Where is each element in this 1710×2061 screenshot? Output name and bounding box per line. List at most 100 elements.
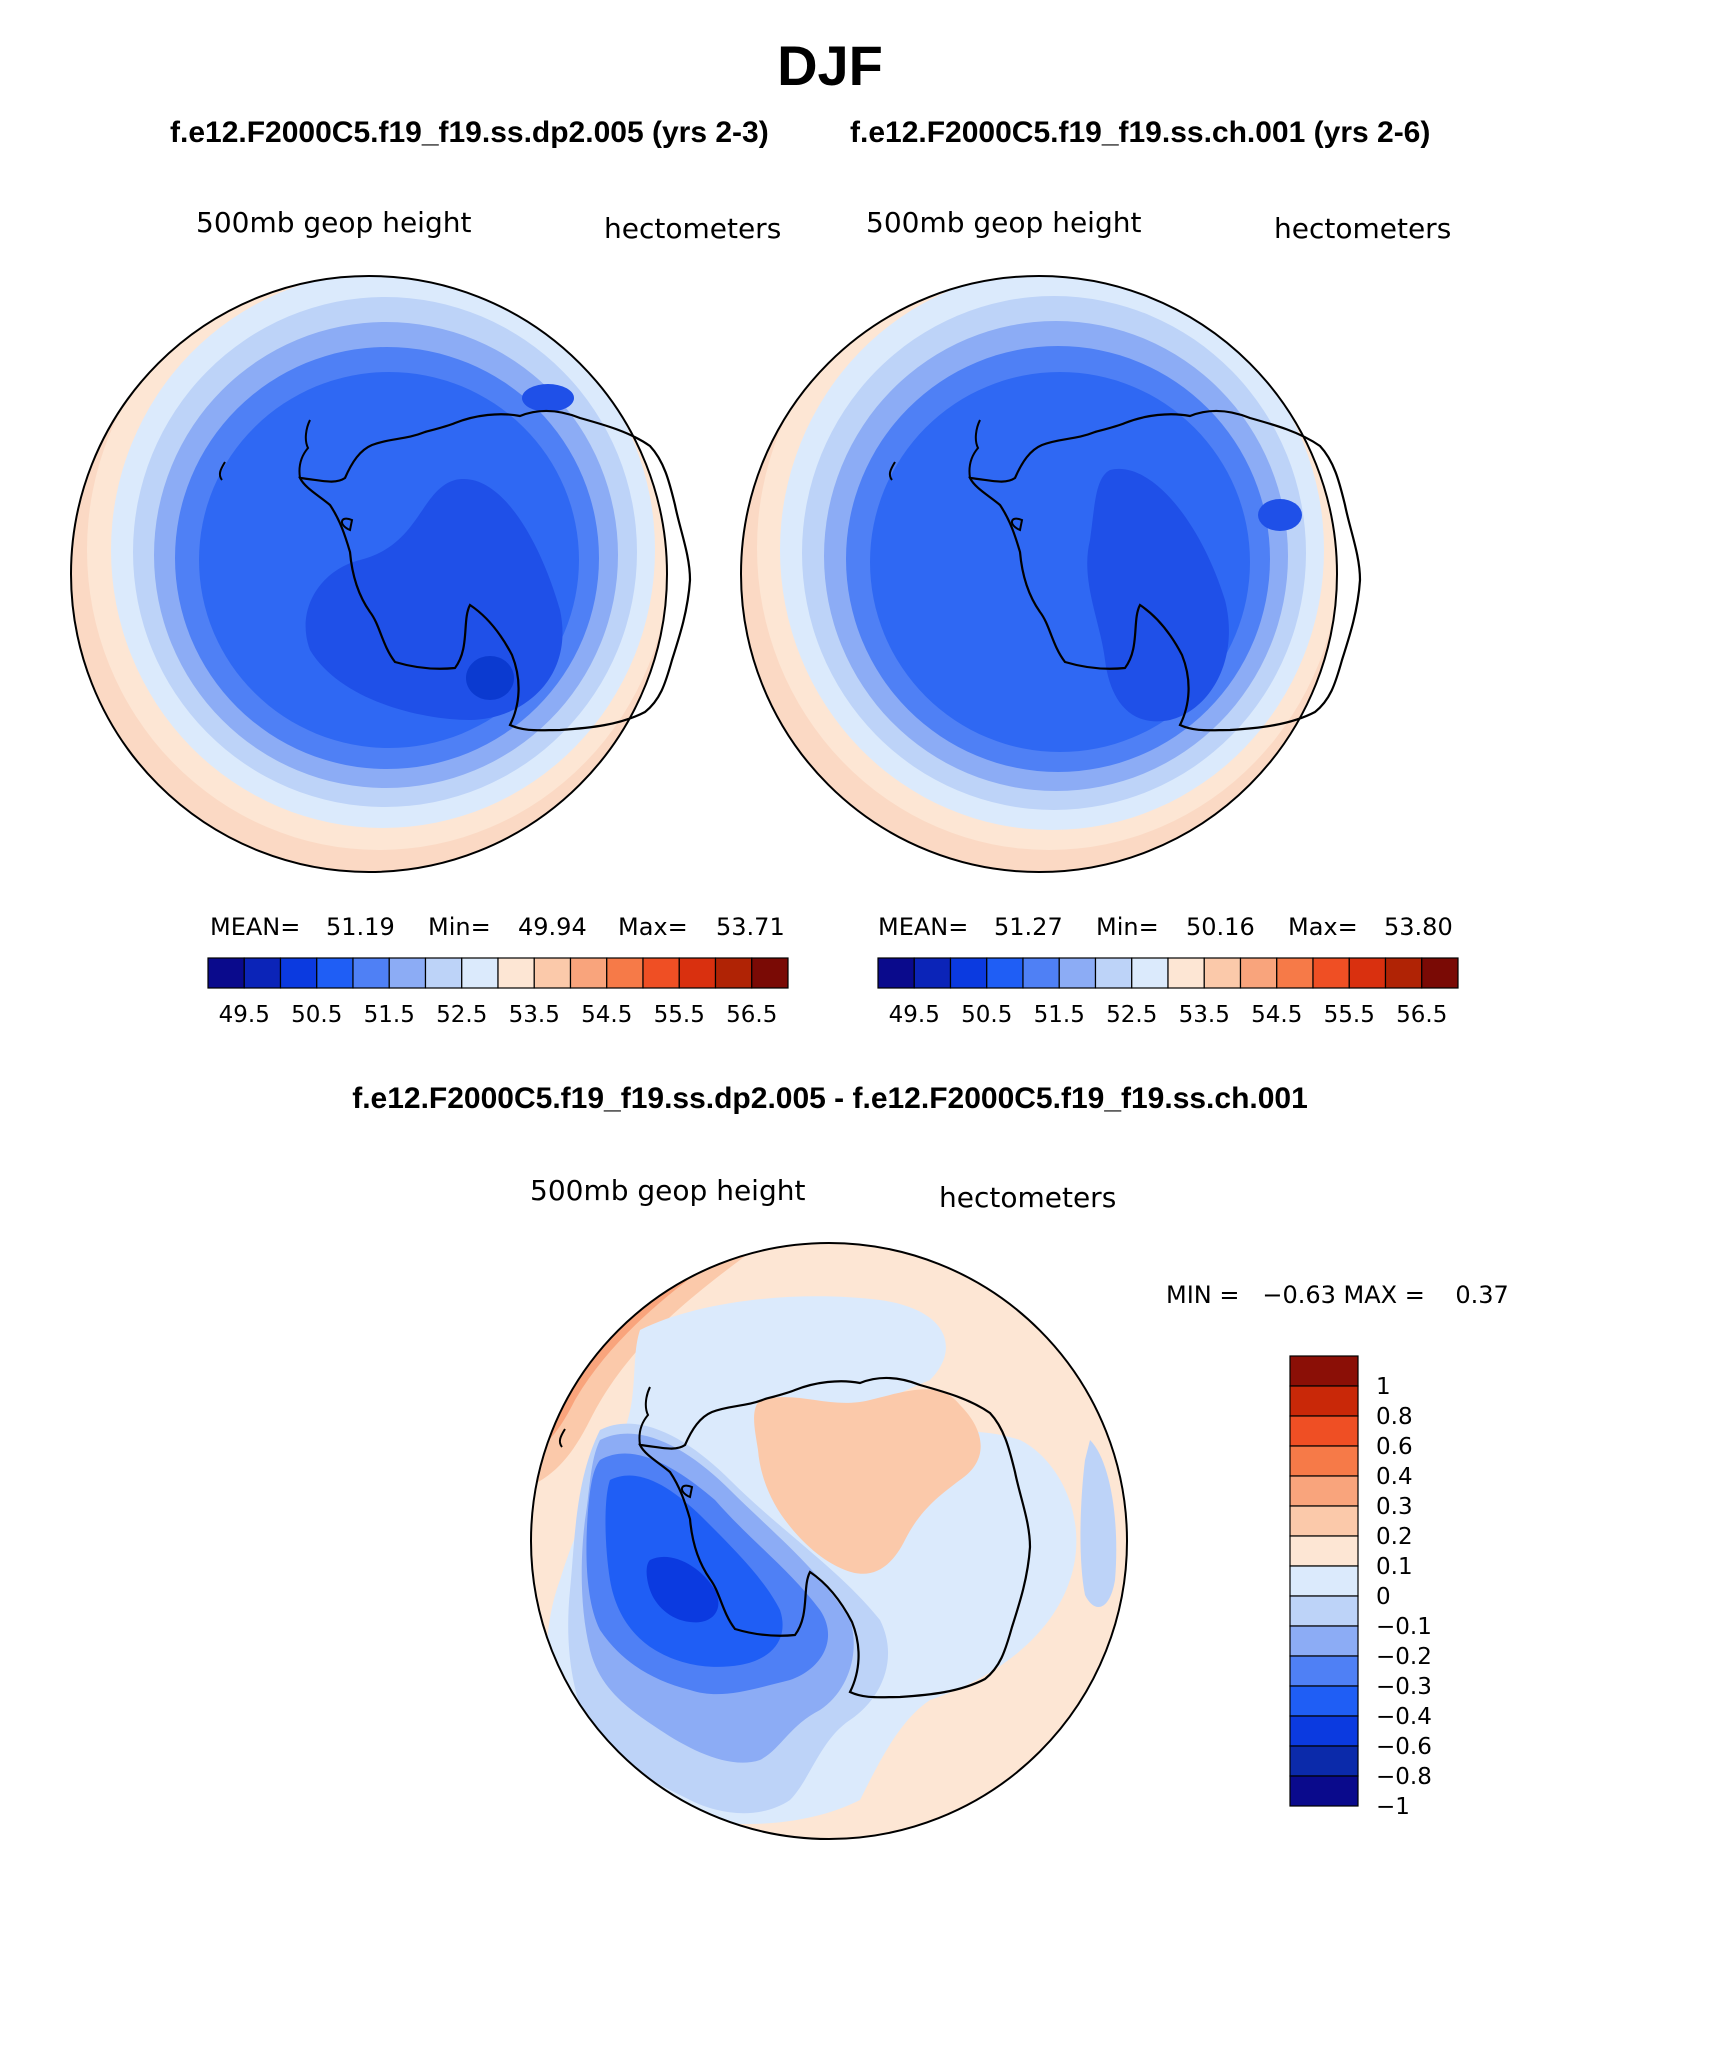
diff-colorbar-swatch	[1289, 1385, 1359, 1417]
diff-contour-pos-4	[754, 1389, 981, 1574]
right-colorbar-swatch	[986, 957, 1024, 989]
diff-contour-neg-6	[646, 1556, 719, 1623]
diff-colorbar-tick-label: −0.2	[1376, 1644, 1432, 1670]
left-colorbar-swatch	[751, 957, 789, 989]
left-colorbar-swatch	[279, 957, 318, 989]
right-colorbar-swatch	[1167, 957, 1205, 989]
diff-colorbar-tick-label: −0.6	[1376, 1734, 1432, 1760]
diff-colorbar	[1289, 1355, 1359, 1807]
right-colorbar-tick-label: 50.5	[961, 1002, 1012, 1028]
right-south-america-tip	[888, 461, 896, 481]
diff-colorbar-swatch	[1289, 1445, 1359, 1477]
diff-colorbar-swatch	[1289, 1505, 1359, 1537]
diff-colorbar-tick-label: −0.8	[1376, 1764, 1432, 1790]
diff-colorbar-swatch	[1289, 1595, 1359, 1627]
right-colorbar-swatch	[1094, 957, 1133, 989]
left-colorbar-ticks: 49.5 50.5 51.5 52.5 53.5 54.5 55.5 56.5	[219, 1002, 778, 1028]
left-colorbar-swatch	[207, 957, 245, 989]
right-colorbar-tick-label: 56.5	[1396, 1002, 1447, 1028]
diff-colorbar-swatch	[1289, 1745, 1359, 1777]
diff-colorbar-tick-label: −1	[1376, 1794, 1410, 1820]
left-south-america-tip	[218, 461, 226, 481]
right-colorbar	[877, 957, 1459, 989]
right-antarctica-coastline	[968, 409, 1362, 732]
left-colorbar-swatch	[461, 957, 499, 989]
season-title: DJF	[777, 34, 883, 97]
diff-colorbar-swatch	[1289, 1355, 1359, 1387]
right-colorbar-tick-label: 53.5	[1179, 1002, 1230, 1028]
left-colorbar-tick-label: 51.5	[364, 1002, 415, 1028]
left-case-title: f.e12.F2000C5.f19_f19.ss.dp2.005 (yrs 2-…	[170, 116, 769, 149]
right-colorbar-swatch	[1276, 957, 1314, 989]
diff-colorbar-swatch	[1289, 1775, 1359, 1807]
left-colorbar-tick-label: 54.5	[581, 1002, 632, 1028]
right-max-value: 53.80	[1384, 913, 1453, 941]
left-map-boundary	[70, 275, 668, 873]
diff-variable-label: 500mb geop height	[530, 1174, 805, 1207]
left-colorbar-swatch	[678, 957, 717, 989]
diff-units-label: hectometers	[939, 1181, 1116, 1214]
left-min-value: 49.94	[518, 913, 587, 941]
right-colorbar-swatch	[1348, 957, 1387, 989]
right-map-boundary	[740, 275, 1338, 873]
diff-colorbar-tick-label: 0.6	[1376, 1434, 1413, 1460]
left-colorbar-swatch	[352, 957, 390, 989]
right-variable-label: 500mb geop height	[866, 206, 1141, 239]
diff-south-america-tip	[558, 1428, 566, 1448]
left-units-label: hectometers	[604, 212, 781, 245]
diff-colorbar-tick-label: 0.8	[1376, 1404, 1413, 1430]
diff-colorbar-tick-label: 0.3	[1376, 1494, 1413, 1520]
right-colorbar-swatch	[1421, 957, 1459, 989]
right-colorbar-tick-label: 54.5	[1251, 1002, 1302, 1028]
left-colorbar-swatch	[243, 957, 282, 989]
difference-panel: 500mb geop height hectometers MIN = −0.6…	[530, 1174, 1509, 1840]
diff-peninsula	[638, 1386, 694, 1499]
left-colorbar-swatch	[497, 957, 535, 989]
diff-colorbar-tick-label: 0.4	[1376, 1464, 1413, 1490]
right-colorbar-tick-label: 52.5	[1106, 1002, 1157, 1028]
left-peninsula	[298, 419, 354, 532]
diff-colorbar-tick-label: −0.1	[1376, 1614, 1432, 1640]
right-colorbar-swatch	[1058, 957, 1097, 989]
right-colorbar-tick-label: 51.5	[1034, 1002, 1085, 1028]
left-colorbar-swatch	[316, 957, 354, 989]
right-colorbar-swatch	[913, 957, 952, 989]
left-colorbar-swatch	[388, 957, 427, 989]
diff-minmax-label: MIN = −0.63 MAX = 0.37	[1166, 1281, 1509, 1309]
diff-colorbar-swatch	[1289, 1655, 1359, 1687]
diff-antarctica-coastline	[638, 1376, 1032, 1699]
left-variable-label: 500mb geop height	[196, 206, 471, 239]
left-colorbar-tick-label: 50.5	[291, 1002, 342, 1028]
left-colorbar-swatch	[642, 957, 680, 989]
diff-colorbar-swatch	[1289, 1535, 1359, 1567]
right-colorbar-swatch	[949, 957, 988, 989]
diff-colorbar-swatch	[1289, 1475, 1359, 1507]
right-colorbar-swatch	[1384, 957, 1423, 989]
difference-title: f.e12.F2000C5.f19_f19.ss.dp2.005 - f.e12…	[352, 1082, 1308, 1115]
diff-colorbar-swatch	[1289, 1685, 1359, 1717]
right-colorbar-swatch	[1131, 957, 1169, 989]
left-colorbar	[207, 957, 789, 989]
right-peninsula	[968, 419, 1024, 532]
right-min-label: Min=	[1096, 913, 1159, 941]
right-map-field	[741, 276, 1337, 872]
right-min-value: 50.16	[1186, 913, 1255, 941]
left-max-value: 53.71	[716, 913, 785, 941]
diff-map-boundary	[530, 1242, 1128, 1840]
right-colorbar-swatch	[1022, 957, 1060, 989]
diff-colorbar-tick-label: 0	[1376, 1584, 1391, 1610]
left-map-field	[71, 276, 667, 872]
right-colorbar-swatch	[877, 957, 915, 989]
left-colorbar-tick-label: 56.5	[726, 1002, 777, 1028]
left-contour-9	[466, 656, 514, 700]
diff-colorbar-swatch	[1289, 1625, 1359, 1657]
diff-colorbar-tick-label: −0.3	[1376, 1674, 1432, 1700]
left-mean-label: MEAN=	[210, 913, 300, 941]
right-case-title: f.e12.F2000C5.f19_f19.ss.ch.001 (yrs 2-6…	[850, 116, 1430, 149]
diff-colorbar-tick-label: 0.2	[1376, 1524, 1413, 1550]
right-colorbar-ticks: 49.5 50.5 51.5 52.5 53.5 54.5 55.5 56.5	[889, 1002, 1448, 1028]
right-units-label: hectometers	[1274, 212, 1451, 245]
diff-colorbar-ticks: 1 0.8 0.6 0.4 0.3 0.2 0.1 0 −0.1 −0.2 −0.3 −0.4 −0.6…	[1376, 1374, 1432, 1820]
diff-colorbar-swatch	[1289, 1715, 1359, 1747]
